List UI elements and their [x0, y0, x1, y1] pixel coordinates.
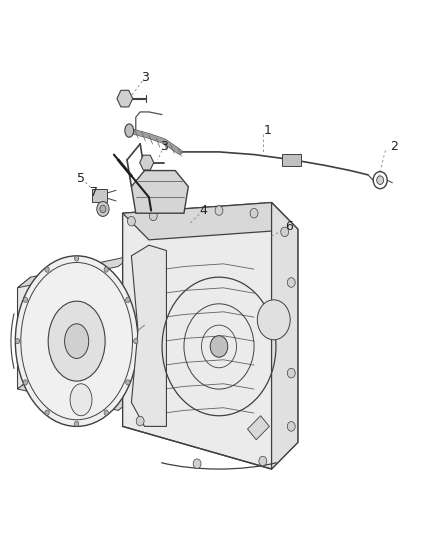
Ellipse shape — [257, 300, 290, 340]
Ellipse shape — [134, 338, 138, 344]
Ellipse shape — [287, 422, 295, 431]
Polygon shape — [123, 203, 298, 240]
Text: 2: 2 — [390, 140, 398, 153]
Ellipse shape — [126, 380, 130, 385]
Polygon shape — [18, 256, 131, 288]
Ellipse shape — [127, 216, 135, 226]
Ellipse shape — [126, 297, 130, 303]
Ellipse shape — [74, 256, 79, 261]
Polygon shape — [123, 203, 298, 469]
Ellipse shape — [45, 267, 49, 272]
Polygon shape — [18, 378, 131, 410]
Ellipse shape — [210, 336, 228, 357]
Polygon shape — [131, 171, 188, 213]
Ellipse shape — [250, 208, 258, 218]
Ellipse shape — [64, 324, 88, 358]
Ellipse shape — [287, 368, 295, 378]
Ellipse shape — [74, 421, 79, 426]
Ellipse shape — [15, 256, 138, 426]
Ellipse shape — [104, 410, 108, 415]
Ellipse shape — [125, 124, 134, 137]
Ellipse shape — [97, 201, 109, 216]
Ellipse shape — [23, 297, 28, 302]
Ellipse shape — [104, 267, 109, 272]
Ellipse shape — [287, 278, 295, 287]
Ellipse shape — [70, 384, 92, 416]
Polygon shape — [272, 203, 298, 469]
Ellipse shape — [45, 410, 49, 415]
Polygon shape — [92, 189, 107, 202]
Ellipse shape — [377, 176, 384, 184]
Bar — [282, 154, 301, 166]
Ellipse shape — [100, 205, 106, 213]
Polygon shape — [18, 277, 31, 389]
Ellipse shape — [281, 227, 289, 237]
Ellipse shape — [193, 459, 201, 469]
Text: 1: 1 — [263, 124, 271, 137]
Text: 7: 7 — [90, 187, 98, 199]
Ellipse shape — [23, 379, 28, 385]
Polygon shape — [131, 245, 166, 426]
Text: 6: 6 — [285, 220, 293, 233]
Ellipse shape — [48, 301, 105, 381]
Polygon shape — [247, 416, 269, 440]
Text: 3: 3 — [160, 140, 168, 153]
Ellipse shape — [136, 416, 144, 426]
Ellipse shape — [259, 456, 267, 466]
Ellipse shape — [215, 206, 223, 215]
Text: 5: 5 — [77, 172, 85, 185]
Ellipse shape — [15, 338, 20, 344]
Text: 4: 4 — [200, 204, 208, 217]
Text: 3: 3 — [141, 71, 148, 84]
Ellipse shape — [149, 211, 157, 221]
